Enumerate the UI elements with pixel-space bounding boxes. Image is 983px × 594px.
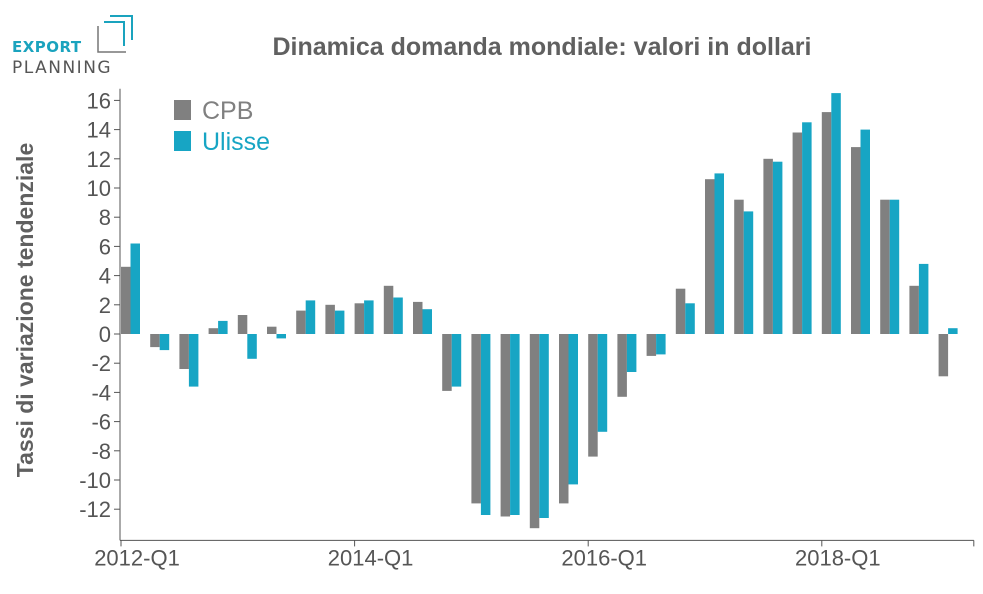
bar-ulisse-2012-Q4 xyxy=(218,320,228,334)
y-tick-label: 12 xyxy=(87,147,111,172)
bar-ulisse-2017-Q1 xyxy=(714,173,724,334)
bar-ulisse-2012-Q1 xyxy=(130,243,140,334)
bar-ulisse-2019-Q1 xyxy=(948,328,958,334)
bar-ulisse-2013-Q4 xyxy=(334,310,345,334)
bar-cpb-2014-Q4 xyxy=(442,334,452,391)
bar-ulisse-2018-Q1 xyxy=(831,93,841,334)
bar-cpb-2012-Q2 xyxy=(150,334,160,348)
bar-ulisse-2017-Q3 xyxy=(772,161,783,334)
logo-text-export: EXPORT xyxy=(12,38,82,56)
bar-cpb-2016-Q2 xyxy=(617,334,627,397)
y-tick-label: 8 xyxy=(99,205,111,230)
bar-cpb-2015-Q1 xyxy=(471,334,481,504)
legend-swatch-cpb xyxy=(174,100,191,120)
bar-ulisse-2013-Q3 xyxy=(305,300,316,334)
bar-cpb-2018-Q4 xyxy=(909,285,919,334)
bar-ulisse-2013-Q2 xyxy=(276,334,286,339)
bar-cpb-2014-Q2 xyxy=(383,285,394,334)
y-tick-label: 0 xyxy=(99,322,111,347)
bar-cpb-2013-Q3 xyxy=(296,310,306,334)
y-tick-label: 2 xyxy=(99,293,111,318)
y-tick-label: -8 xyxy=(91,439,111,464)
bar-ulisse-2015-Q1 xyxy=(480,334,491,515)
bar-ulisse-2013-Q1 xyxy=(247,334,257,359)
bar-ulisse-2017-Q4 xyxy=(802,122,812,334)
logo-text-planning: PLANNING xyxy=(12,58,113,78)
bar-cpb-2012-Q4 xyxy=(208,328,219,334)
y-tick-label: 4 xyxy=(99,264,111,289)
bar-ulisse-2015-Q4 xyxy=(568,334,578,485)
legend: CPB Ulisse xyxy=(174,97,270,156)
y-tick-label: 14 xyxy=(87,118,111,143)
bar-cpb-2016-Q1 xyxy=(588,334,598,457)
y-tick-label: -6 xyxy=(91,410,111,435)
legend-label-ulisse: Ulisse xyxy=(202,128,270,156)
bar-cpb-2015-Q3 xyxy=(529,334,540,529)
bar-cpb-2017-Q4 xyxy=(792,132,803,334)
bar-cpb-2016-Q3 xyxy=(646,334,657,356)
bar-ulisse-2018-Q3 xyxy=(889,199,900,334)
bar-cpb-2018-Q1 xyxy=(821,112,832,334)
bar-cpb-2014-Q1 xyxy=(354,303,365,334)
bar-cpb-2017-Q2 xyxy=(734,199,744,334)
logo-squares-icon xyxy=(97,15,133,53)
bar-cpb-2015-Q4 xyxy=(559,334,569,504)
bar-cpb-2012-Q3 xyxy=(179,334,189,369)
legend-label-cpb: CPB xyxy=(202,97,253,125)
bar-ulisse-2016-Q3 xyxy=(656,334,666,355)
bar-cpb-2017-Q3 xyxy=(763,158,773,334)
bar-ulisse-2018-Q4 xyxy=(918,263,929,334)
bar-ulisse-2016-Q2 xyxy=(626,334,637,372)
bars-group xyxy=(121,93,958,529)
bar-cpb-2016-Q4 xyxy=(675,288,686,334)
bar-ulisse-2014-Q1 xyxy=(364,300,374,334)
bar-ulisse-2017-Q2 xyxy=(743,211,754,334)
x-tick-label: 2012-Q1 xyxy=(94,545,180,570)
x-tick-label: 2014-Q1 xyxy=(328,545,414,570)
bar-ulisse-2018-Q2 xyxy=(860,129,870,334)
bar-ulisse-2015-Q2 xyxy=(510,334,520,515)
bar-cpb-2013-Q4 xyxy=(325,304,335,334)
bar-cpb-2014-Q3 xyxy=(413,301,423,334)
bar-ulisse-2012-Q2 xyxy=(159,334,170,351)
y-axis-label: Tassi di variazione tendenziale xyxy=(12,143,38,477)
bar-cpb-2018-Q3 xyxy=(880,199,890,334)
bar-cpb-2013-Q1 xyxy=(237,315,248,334)
bar-cpb-2019-Q1 xyxy=(938,334,949,377)
bar-cpb-2012-Q1 xyxy=(121,266,131,334)
bar-ulisse-2014-Q4 xyxy=(451,334,462,387)
chart-title: Dinamica domanda mondiale: valori in dol… xyxy=(272,33,811,61)
bar-ulisse-2014-Q3 xyxy=(422,309,432,334)
y-tick-label: 6 xyxy=(99,234,111,259)
y-tick-label: -10 xyxy=(79,468,111,493)
bar-cpb-2015-Q2 xyxy=(500,334,511,517)
bar-cpb-2017-Q1 xyxy=(705,179,715,334)
bar-ulisse-2016-Q4 xyxy=(685,303,695,334)
y-tick-label: -4 xyxy=(91,380,111,405)
bar-ulisse-2016-Q1 xyxy=(597,334,608,432)
x-tick-label: 2016-Q1 xyxy=(561,545,647,570)
axes-group: 16 14 12 10 8 6 4 2 0 -2 -4 -6 -8 -10 -12 2012-Q1 2014-Q… xyxy=(79,88,975,570)
bar-cpb-2013-Q2 xyxy=(267,326,277,334)
exportplanning-logo: EXPORT PLANNING xyxy=(10,12,140,82)
x-tick-label: 2018-Q1 xyxy=(795,545,881,570)
bar-ulisse-2012-Q3 xyxy=(188,334,199,387)
bar-cpb-2018-Q2 xyxy=(851,147,861,334)
y-tick-label: 16 xyxy=(87,88,111,113)
legend-swatch-ulisse xyxy=(174,131,191,151)
y-tick-label: 10 xyxy=(87,176,111,201)
y-tick-label: -12 xyxy=(79,497,111,522)
y-tick-label: -2 xyxy=(91,351,111,376)
bar-ulisse-2014-Q2 xyxy=(393,297,403,334)
bar-ulisse-2015-Q3 xyxy=(539,334,549,518)
